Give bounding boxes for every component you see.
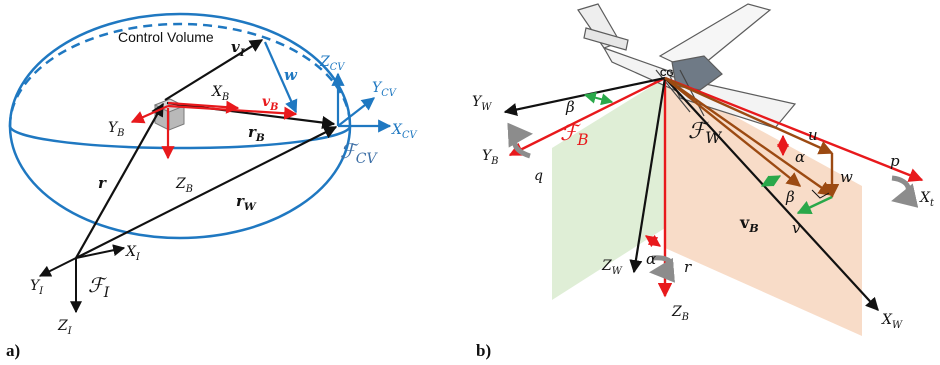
rotation-p-icon — [891, 175, 919, 208]
panel-b-label: b) — [476, 341, 491, 360]
label-F-W: ℱW — [688, 119, 722, 147]
rotation-r-icon — [649, 255, 675, 283]
rotation-q-icon — [507, 122, 533, 159]
axis-Y-CV — [337, 97, 376, 127]
panel-a: Control Volume vI w XB vB YB rB ZB r rW … — [6, 12, 417, 360]
axis-Y-B-b — [508, 76, 666, 157]
label-alpha-right: α — [795, 148, 805, 166]
label-Y-W: YW — [472, 94, 492, 113]
label-v-I: vI — [231, 38, 246, 59]
control-volume-ellipse-back — [8, 22, 352, 127]
vector-v-b — [796, 195, 833, 215]
beta-arc-top — [583, 91, 614, 106]
panel-a-label: a) — [6, 341, 20, 360]
vector-r-B — [166, 101, 336, 130]
label-CG: CG — [660, 68, 674, 78]
label-F-B: ℱB — [560, 121, 589, 149]
vector-r-W — [75, 126, 338, 259]
axis-Z-W — [629, 77, 667, 274]
vector-brown-side — [664, 77, 802, 187]
beta-arc-right — [760, 175, 782, 187]
label-Z-CV: ZCV — [319, 54, 345, 73]
alpha-arc-low — [645, 234, 661, 248]
label-r-b: r — [684, 258, 692, 276]
axis-Y-I — [38, 257, 77, 277]
label-beta-top: β — [565, 98, 575, 116]
label-w: w — [284, 66, 298, 84]
label-beta-right: β — [785, 188, 795, 206]
label-r-B: rB — [248, 123, 265, 144]
label-w-b: w — [840, 168, 853, 186]
label-Z-B-b: ZB — [671, 304, 689, 323]
control-volume-title: Control Volume — [118, 29, 214, 45]
label-Z-I: ZI — [57, 318, 73, 337]
label-Y-B-b: YB — [482, 148, 498, 167]
label-v-b: v — [792, 219, 801, 237]
vector-w — [263, 41, 298, 114]
label-alpha-low: α — [646, 250, 656, 268]
label-Y-CV: YCV — [372, 80, 397, 99]
label-X-W: XW — [881, 312, 903, 331]
axis-X-B — [167, 100, 240, 114]
label-X-t: Xt — [919, 190, 934, 209]
label-Y-B: YB — [108, 120, 124, 139]
label-p: p — [890, 152, 900, 170]
body-xz-plane — [552, 78, 665, 300]
panel-b: CG YW β YB ℱB ℱW q u α p Xt w β vB v α Z… — [472, 3, 934, 360]
label-X-CV: XCV — [391, 122, 417, 141]
label-Z-B: ZB — [175, 176, 193, 195]
right-angle-mark — [811, 189, 830, 199]
axis-X-W — [664, 77, 879, 311]
label-v-B-b: vB — [739, 213, 759, 235]
aircraft — [577, 3, 797, 129]
label-Z-W: ZW — [601, 258, 623, 277]
vector-r — [75, 102, 164, 259]
axis-X-I — [75, 244, 126, 259]
label-u: u — [808, 126, 818, 144]
vector-u — [664, 76, 834, 155]
label-q: q — [534, 168, 543, 184]
vector-v-I — [164, 39, 264, 101]
label-X-I: XI — [125, 244, 141, 263]
label-v-B: vB — [262, 94, 278, 113]
wind-xz-plane — [665, 78, 862, 336]
vector-v-B — [167, 104, 298, 120]
vector-brown-main — [664, 77, 834, 196]
axis-X-B-b — [664, 76, 924, 182]
label-F-I: ℱI — [88, 273, 110, 301]
axis-Y-B — [130, 104, 169, 124]
label-r: r — [98, 174, 107, 192]
label-F-CV: ℱCV — [340, 139, 378, 167]
label-Y-I: YI — [30, 278, 44, 297]
label-r-W: rW — [236, 192, 257, 213]
label-X-B: XB — [211, 84, 229, 103]
